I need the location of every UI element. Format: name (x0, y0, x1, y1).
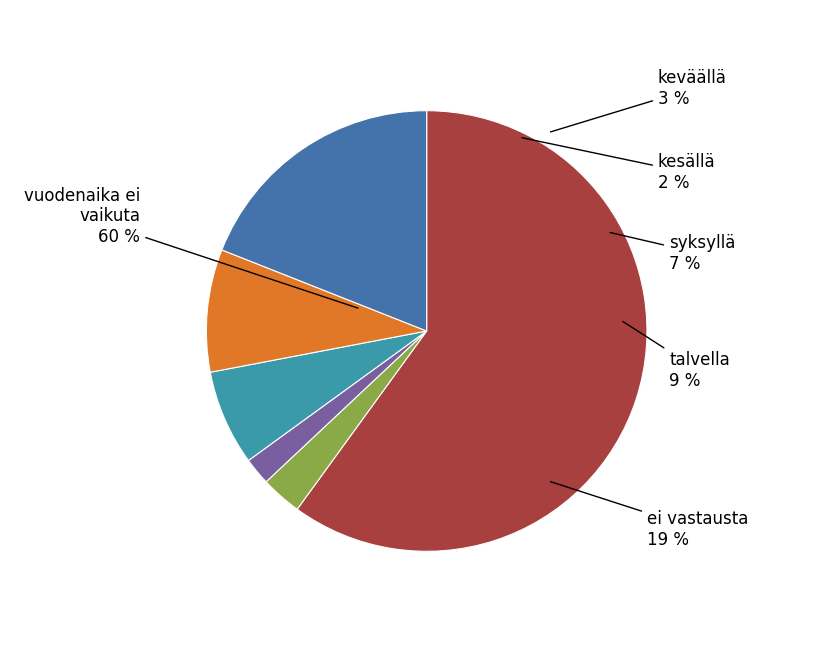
Text: talvella
9 %: talvella 9 % (623, 322, 729, 390)
Wedge shape (266, 331, 427, 509)
Wedge shape (249, 331, 427, 482)
Text: keväällä
3 %: keväällä 3 % (550, 70, 727, 132)
Text: syksyllä
7 %: syksyllä 7 % (610, 232, 735, 273)
Wedge shape (297, 111, 647, 551)
Wedge shape (211, 331, 427, 461)
Text: vuodenaika ei
vaikuta
60 %: vuodenaika ei vaikuta 60 % (24, 187, 358, 308)
Text: kesällä
2 %: kesällä 2 % (522, 138, 715, 192)
Wedge shape (206, 250, 427, 372)
Wedge shape (222, 111, 427, 331)
Text: ei vastausta
19 %: ei vastausta 19 % (550, 482, 748, 549)
